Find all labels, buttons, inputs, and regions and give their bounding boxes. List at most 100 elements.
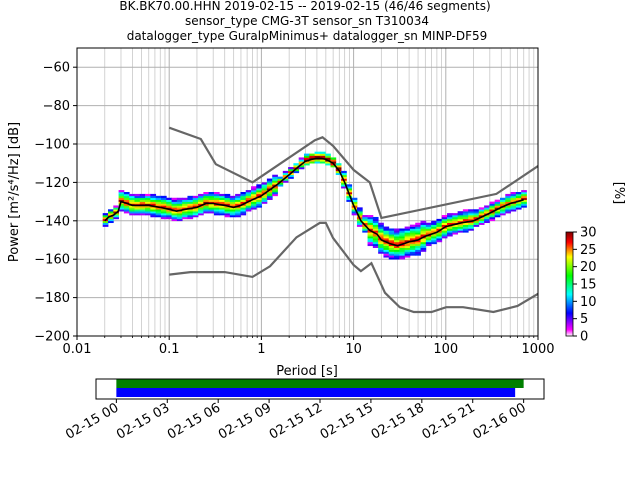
heatmap-cell bbox=[468, 209, 474, 212]
heatmap-cell bbox=[372, 228, 379, 231]
heatmap-cell bbox=[261, 186, 268, 189]
heatmap-cell bbox=[399, 232, 406, 235]
heatmap-cell bbox=[420, 240, 427, 243]
heatmap-cell bbox=[176, 205, 183, 208]
heatmap-cell bbox=[118, 203, 125, 206]
heatmap-cell bbox=[192, 203, 199, 206]
heatmap-cell bbox=[272, 186, 278, 189]
heatmap-cell bbox=[123, 199, 130, 202]
heatmap-cell bbox=[203, 211, 210, 214]
heatmap-cell bbox=[102, 222, 109, 225]
heatmap-cell bbox=[425, 240, 432, 243]
heatmap-cell bbox=[251, 205, 257, 208]
heatmap-cell bbox=[245, 190, 252, 193]
heatmap-cell bbox=[145, 213, 151, 216]
heatmap-cell bbox=[293, 170, 300, 174]
heatmap-cell bbox=[176, 215, 183, 218]
mode-line bbox=[104, 157, 524, 247]
heatmap-cell bbox=[261, 201, 268, 204]
heatmap-cell bbox=[409, 241, 416, 245]
coverage-tick-label: 02-15 00 bbox=[63, 400, 121, 442]
heatmap-cell bbox=[399, 230, 406, 233]
heatmap-cell bbox=[129, 213, 135, 216]
heatmap-cell bbox=[335, 163, 342, 166]
heatmap-cell bbox=[521, 203, 527, 206]
heatmap-cell bbox=[457, 215, 464, 218]
heatmap-cell bbox=[372, 241, 379, 245]
heatmap-cell bbox=[425, 226, 432, 229]
heatmap-cell bbox=[457, 211, 464, 214]
title-line-2: sensor_type CMG-3T sensor_sn T310034 bbox=[185, 14, 429, 28]
heatmap-cell bbox=[362, 220, 368, 224]
heatmap-cell bbox=[176, 197, 183, 200]
heatmap-cell bbox=[346, 188, 353, 191]
heatmap-cell bbox=[182, 207, 188, 210]
heatmap-cell bbox=[399, 238, 406, 241]
heatmap-cell bbox=[372, 234, 379, 237]
heatmap-cell bbox=[383, 232, 390, 235]
coverage-bar-green bbox=[116, 379, 524, 388]
heatmap-cell bbox=[134, 199, 141, 202]
heatmap-cell bbox=[420, 234, 427, 237]
heatmap-cell bbox=[515, 205, 522, 208]
heatmap-cell bbox=[330, 157, 337, 160]
heatmap-cell bbox=[394, 245, 400, 248]
heatmap-cell bbox=[436, 236, 443, 239]
colorbar-tick-label: 5 bbox=[580, 312, 588, 327]
heatmap-cell bbox=[288, 174, 294, 177]
heatmap-cell bbox=[251, 193, 257, 197]
heatmap-cell bbox=[256, 193, 263, 197]
heatmap-cell bbox=[399, 236, 406, 239]
heatmap-cell bbox=[293, 163, 300, 166]
heatmap-cell bbox=[425, 224, 432, 227]
heatmap-cell bbox=[356, 224, 363, 227]
heatmap-cell bbox=[409, 251, 416, 254]
heatmap-cell bbox=[383, 228, 390, 231]
heatmap-cell bbox=[341, 170, 347, 174]
heatmap-cell bbox=[251, 192, 257, 195]
heatmap-cell bbox=[505, 207, 511, 210]
heatmap-cell bbox=[203, 209, 210, 212]
heatmap-cell bbox=[441, 228, 448, 231]
heatmap-cell bbox=[123, 207, 130, 210]
heatmap-cell bbox=[367, 232, 374, 235]
heatmap-cell bbox=[203, 197, 210, 200]
heatmap-cell bbox=[102, 220, 109, 224]
heatmap-cell bbox=[494, 211, 501, 214]
heatmap-cell bbox=[198, 197, 204, 200]
heatmap-cell bbox=[325, 157, 331, 160]
heatmap-cell bbox=[335, 170, 342, 174]
y-tick-label: −120 bbox=[34, 176, 70, 191]
heatmap-cell bbox=[457, 224, 464, 227]
heatmap-cell bbox=[415, 230, 421, 233]
heatmap-cell bbox=[494, 201, 501, 204]
heatmap-cell bbox=[457, 228, 464, 231]
heatmap-cell bbox=[383, 255, 390, 258]
heatmap-cell bbox=[356, 215, 363, 218]
heatmap-cell bbox=[187, 197, 194, 200]
heatmap-cell bbox=[383, 253, 390, 256]
heatmap-cell bbox=[150, 213, 157, 216]
heatmap-cell bbox=[219, 213, 225, 216]
heatmap-cell bbox=[415, 224, 421, 227]
heatmap-cell bbox=[118, 209, 125, 212]
heatmap-cell bbox=[510, 205, 517, 208]
heatmap-cell bbox=[394, 251, 400, 254]
heatmap-cell bbox=[378, 230, 384, 233]
heatmap-cell bbox=[134, 211, 141, 214]
heatmap-cell bbox=[288, 168, 294, 172]
coverage-bars bbox=[116, 379, 524, 397]
heatmap-cell bbox=[494, 209, 501, 212]
heatmap-cell bbox=[404, 232, 411, 235]
heatmap-cell bbox=[409, 236, 416, 239]
heatmap-cell bbox=[102, 216, 109, 220]
heatmap-cell bbox=[478, 216, 485, 220]
heatmap-cell bbox=[468, 228, 474, 231]
heatmap-cell bbox=[155, 215, 162, 218]
heatmap-cell bbox=[219, 193, 225, 197]
heatmap-cell bbox=[452, 218, 459, 222]
heatmap-cell bbox=[187, 205, 194, 208]
heatmap-cell bbox=[213, 199, 220, 202]
heatmap-cell bbox=[303, 155, 310, 158]
heatmap-cell bbox=[494, 203, 501, 206]
